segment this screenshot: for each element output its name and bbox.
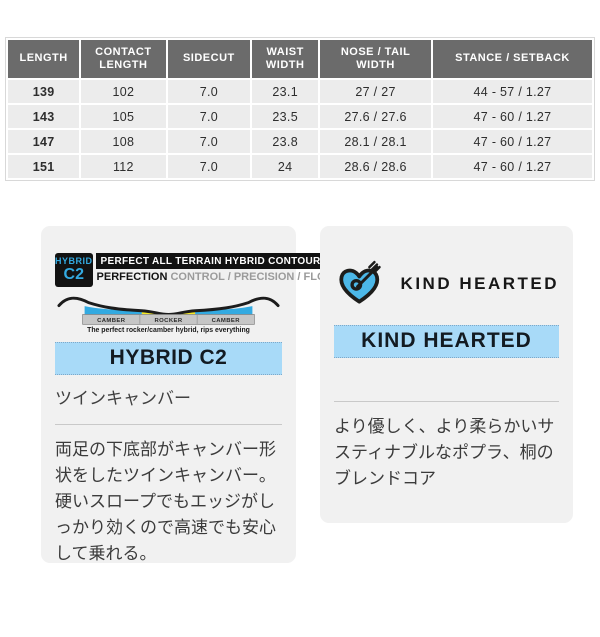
hybrid-c2-description: 両足の下底部がキャンバー形状をしたツインキャンバー。硬いスロープでもエッジがしっ… xyxy=(55,440,276,563)
kind-hearted-label: KIND HEARTED xyxy=(400,274,559,293)
cell-stance-setback: 47 - 60 / 1.27 xyxy=(432,130,592,153)
cell-length: 151 xyxy=(8,155,80,178)
cell-sidecut: 7.0 xyxy=(167,155,251,178)
cell-sidecut: 7.0 xyxy=(167,130,251,153)
table-row: 139 102 7.0 23.1 27 / 27 44 - 57 / 1.27 xyxy=(8,80,592,103)
contour-banner: PERFECT ALL TERRAIN HYBRID CONTOUR xyxy=(95,253,340,269)
cell-stance-setback: 47 - 60 / 1.27 xyxy=(432,155,592,178)
cell-waist-width: 23.1 xyxy=(252,80,319,103)
feature-cards: HYBRID C2 PERFECT ALL TERRAIN HYBRID CON… xyxy=(41,226,600,563)
kind-hearted-header: KIND HEARTED xyxy=(334,255,559,313)
table-row: 147 108 7.0 23.8 28.1 / 28.1 47 - 60 / 1… xyxy=(8,130,592,153)
hybrid-c2-card: HYBRID C2 PERFECT ALL TERRAIN HYBRID CON… xyxy=(41,226,340,563)
kind-hearted-card: KIND HEARTED KIND HEARTED より優しく、より柔らかいサス… xyxy=(320,226,573,523)
hybrid-c2-title: HYBRID C2 xyxy=(55,342,282,375)
cell-sidecut: 7.0 xyxy=(167,105,251,128)
table-header-row: LENGTH CONTACT LENGTH SIDECUT WAIST WIDT… xyxy=(8,40,592,78)
cell-contact-length: 108 xyxy=(81,130,166,153)
header-contact-length: CONTACT LENGTH xyxy=(81,40,166,78)
c2-badge-icon: HYBRID C2 xyxy=(55,253,93,287)
header-waist-width: WAIST WIDTH xyxy=(252,40,319,78)
cell-contact-length: 102 xyxy=(81,80,166,103)
kind-hearted-title: KIND HEARTED xyxy=(334,325,559,358)
spec-table: LENGTH CONTACT LENGTH SIDECUT WAIST WIDT… xyxy=(5,37,595,181)
zone-label-camber-right: CAMBER xyxy=(212,318,241,324)
divider xyxy=(334,401,559,402)
cell-length: 143 xyxy=(8,105,80,128)
kind-hearted-description: より優しく、より柔らかいサスティナブルなポプラ、桐のブレンドコア xyxy=(334,417,555,488)
cell-length: 147 xyxy=(8,130,80,153)
cell-contact-length: 105 xyxy=(81,105,166,128)
cell-waist-width: 23.8 xyxy=(252,130,319,153)
heart-with-arrow-icon xyxy=(339,260,381,304)
cell-contact-length: 112 xyxy=(81,155,166,178)
header-sidecut: SIDECUT xyxy=(167,40,251,78)
camber-profile-diagram: CAMBER ROCKER CAMBER The perfect rocker/… xyxy=(57,296,280,334)
cell-length: 139 xyxy=(8,80,80,103)
cell-stance-setback: 47 - 60 / 1.27 xyxy=(432,105,592,128)
divider xyxy=(55,424,282,425)
contour-tagline: PERFECTION CONTROL / PRECISION / FLOAT xyxy=(96,271,340,283)
zone-label-rocker: ROCKER xyxy=(155,318,183,324)
cell-sidecut: 7.0 xyxy=(167,80,251,103)
header-stance-setback: STANCE / SETBACK xyxy=(432,40,592,78)
cell-nose-tail: 27 / 27 xyxy=(320,80,431,103)
table-row: 151 112 7.0 24 28.6 / 28.6 47 - 60 / 1.2… xyxy=(8,155,592,178)
tagline-bold: PERFECTION xyxy=(96,271,168,283)
cell-nose-tail: 28.1 / 28.1 xyxy=(320,130,431,153)
table-row: 143 105 7.0 23.5 27.6 / 27.6 47 - 60 / 1… xyxy=(8,105,592,128)
tagline-rest: CONTROL / PRECISION / FLOAT xyxy=(167,271,340,283)
hybrid-c2-subtitle: ツインキャンバー xyxy=(55,389,191,408)
zone-bar xyxy=(82,314,255,325)
cell-waist-width: 24 xyxy=(252,155,319,178)
badge-bottom-label: C2 xyxy=(63,266,84,283)
header-nose-tail-width: NOSE / TAIL WIDTH xyxy=(320,40,431,78)
hybrid-contour-graphic: HYBRID C2 PERFECT ALL TERRAIN HYBRID CON… xyxy=(55,253,340,336)
diagram-caption: The perfect rocker/camber hybrid, rips e… xyxy=(87,327,250,334)
badge-top-label: HYBRID xyxy=(55,256,93,266)
cell-nose-tail: 28.6 / 28.6 xyxy=(320,155,431,178)
header-length: LENGTH xyxy=(8,40,80,78)
cell-stance-setback: 44 - 57 / 1.27 xyxy=(432,80,592,103)
zone-label-camber-left: CAMBER xyxy=(97,318,126,324)
cell-waist-width: 23.5 xyxy=(252,105,319,128)
cell-nose-tail: 27.6 / 27.6 xyxy=(320,105,431,128)
